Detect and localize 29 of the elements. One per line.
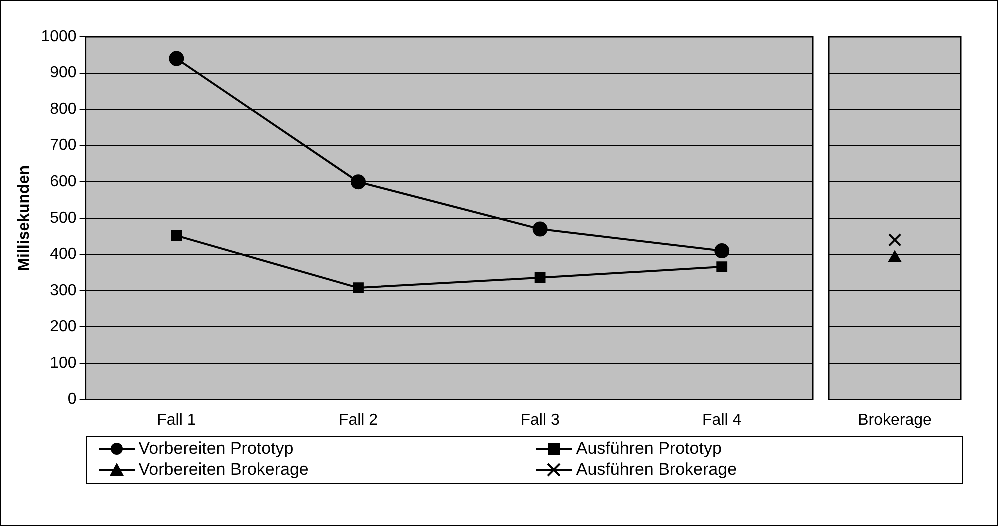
y-tick-label: 700: [50, 137, 77, 154]
point: [714, 244, 730, 259]
y-tick-label: 800: [50, 100, 77, 118]
x-tick-label: Fall 1: [157, 412, 196, 429]
x-tick-label: Fall 3: [520, 412, 560, 429]
legend-label: Vorbereiten Prototyp: [138, 439, 294, 460]
x-tick-label: Fall 4: [702, 412, 742, 429]
point: [532, 222, 548, 237]
y-tick-label: 100: [50, 354, 77, 372]
point: [171, 230, 182, 242]
y-tick-label: 1000: [41, 28, 77, 46]
point: [350, 174, 366, 190]
point: [353, 282, 364, 294]
y-tick-label: 500: [50, 210, 77, 227]
y-tick-label: 200: [50, 318, 77, 336]
legend-label: Ausführen Brokerage: [576, 460, 738, 480]
y-tick-label: 400: [50, 246, 77, 264]
point: [169, 51, 184, 66]
legend-label: Ausführen Prototyp: [576, 439, 722, 460]
point: [534, 272, 546, 284]
legend-label: Vorbereiten Brokerage: [138, 460, 309, 480]
y-tick-label: 0: [68, 391, 77, 408]
y-tick-label: 900: [50, 64, 77, 82]
x-tick-label: Brokerage: [858, 412, 932, 429]
y-axis-title: Millisekunden: [16, 166, 34, 272]
y-tick-label: 600: [50, 174, 77, 191]
point: [716, 262, 728, 272]
y-tick-label: 300: [50, 282, 77, 300]
x-tick-label: Fall 2: [338, 412, 378, 429]
